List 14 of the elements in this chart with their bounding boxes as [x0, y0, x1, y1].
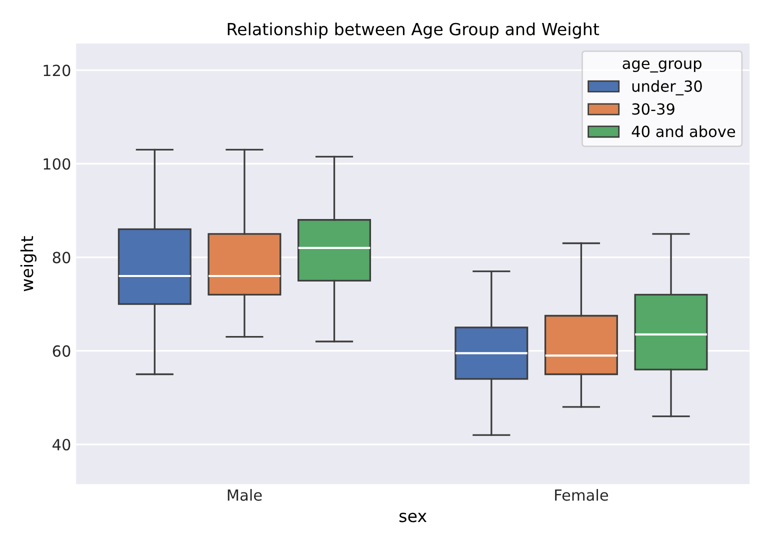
y-tick-label: 60	[52, 345, 70, 357]
y-tick-label: 100	[44, 158, 70, 170]
x-axis-title: sex	[399, 512, 427, 522]
chart-title: Relationship between Age Group and Weight	[228, 22, 600, 39]
y-axis-title: weight	[20, 236, 37, 292]
legend-title: age_group	[622, 60, 702, 72]
y-tick-label: 40	[52, 438, 70, 450]
legend-label: 40 and above	[632, 125, 736, 138]
legend-label: under_30	[632, 80, 702, 96]
y-tick-label: 80	[52, 252, 70, 264]
legend-label: 30-39	[632, 103, 674, 115]
y-tick-label: 120	[44, 64, 70, 76]
x-tick-label: Female	[555, 489, 608, 501]
x-tick-label: Male	[228, 489, 262, 501]
